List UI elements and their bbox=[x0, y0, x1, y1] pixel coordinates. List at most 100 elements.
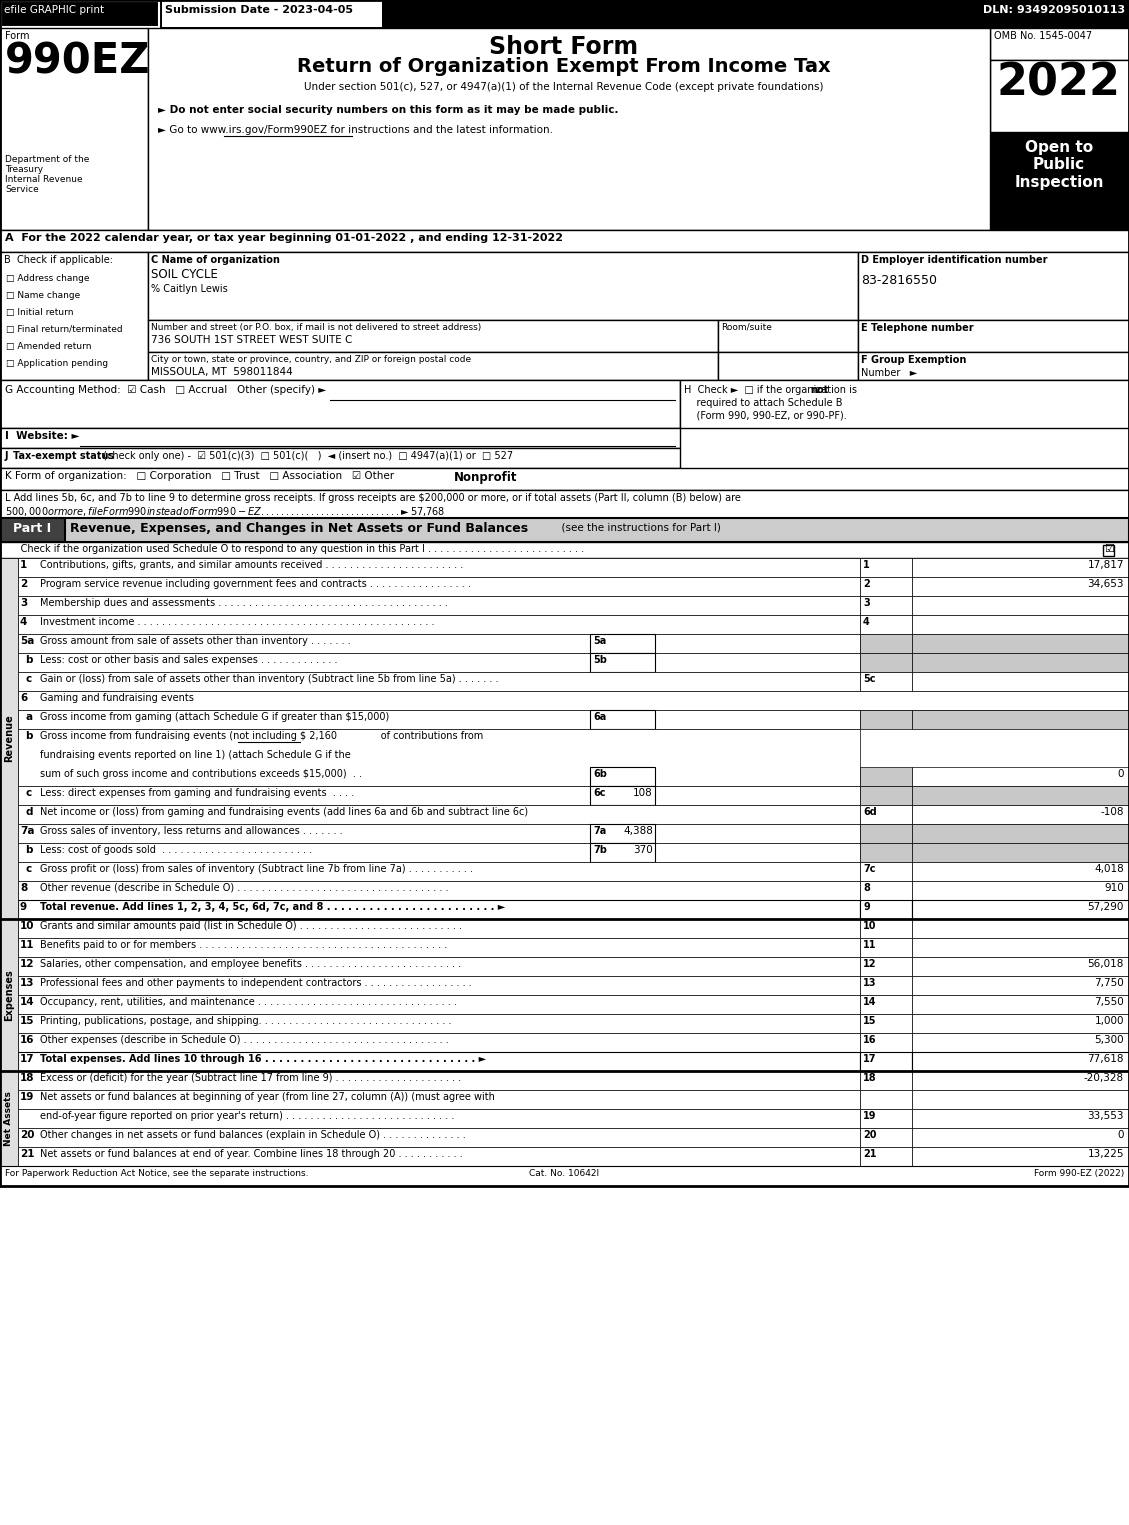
Bar bbox=[860, 862, 912, 881]
Text: 4: 4 bbox=[863, 618, 869, 627]
Bar bbox=[912, 1128, 1129, 1147]
Text: Net income or (loss) from gaming and fundraising events (add lines 6a and 6b and: Net income or (loss) from gaming and fun… bbox=[40, 807, 528, 817]
Bar bbox=[18, 711, 860, 729]
Bar bbox=[0, 429, 680, 448]
Text: a: a bbox=[25, 712, 32, 721]
Text: □ Name change: □ Name change bbox=[6, 291, 80, 300]
Bar bbox=[912, 634, 1129, 653]
Bar bbox=[860, 805, 912, 824]
Bar bbox=[18, 958, 860, 976]
Text: 5,300: 5,300 bbox=[1094, 1035, 1124, 1045]
Text: 14: 14 bbox=[20, 997, 35, 1006]
Bar bbox=[0, 380, 680, 429]
Bar bbox=[148, 252, 858, 320]
Text: 6b: 6b bbox=[593, 769, 607, 779]
Text: Form 990-EZ (2022): Form 990-EZ (2022) bbox=[1034, 1170, 1124, 1177]
Text: sum of such gross income and contributions exceeds $15,000)  . .: sum of such gross income and contributio… bbox=[40, 769, 362, 779]
Text: % Caitlyn Lewis: % Caitlyn Lewis bbox=[151, 284, 228, 294]
Text: 7,550: 7,550 bbox=[1094, 997, 1124, 1006]
Bar bbox=[161, 2, 382, 27]
Text: H  Check ►  □ if the organization is: H Check ► □ if the organization is bbox=[684, 384, 860, 395]
Bar bbox=[912, 1147, 1129, 1167]
Text: Membership dues and assessments . . . . . . . . . . . . . . . . . . . . . . . . : Membership dues and assessments . . . . … bbox=[40, 598, 448, 608]
Bar bbox=[860, 673, 912, 691]
Text: L Add lines 5b, 6c, and 7b to line 9 to determine gross receipts. If gross recei: L Add lines 5b, 6c, and 7b to line 9 to … bbox=[5, 493, 741, 503]
Bar bbox=[18, 634, 860, 653]
Text: c: c bbox=[25, 865, 32, 874]
Text: Gaming and fundraising events: Gaming and fundraising events bbox=[40, 692, 194, 703]
Text: 7c: 7c bbox=[863, 865, 875, 874]
Bar bbox=[18, 824, 860, 843]
Text: Net assets or fund balances at beginning of year (from line 27, column (A)) (mus: Net assets or fund balances at beginning… bbox=[40, 1092, 495, 1103]
Bar bbox=[990, 133, 1129, 230]
Bar bbox=[0, 490, 1129, 519]
Text: Gross profit or (loss) from sales of inventory (Subtract line 7b from line 7a) .: Gross profit or (loss) from sales of inv… bbox=[40, 865, 473, 874]
Bar bbox=[0, 541, 1129, 558]
Text: 4,018: 4,018 bbox=[1094, 865, 1124, 874]
Bar bbox=[912, 576, 1129, 596]
Text: 10: 10 bbox=[863, 921, 876, 930]
Bar bbox=[912, 958, 1129, 976]
Text: □ Application pending: □ Application pending bbox=[6, 358, 108, 368]
Text: Professional fees and other payments to independent contractors . . . . . . . . : Professional fees and other payments to … bbox=[40, 978, 472, 988]
Text: efile GRAPHIC print: efile GRAPHIC print bbox=[5, 5, 104, 15]
Text: C Name of organization: C Name of organization bbox=[151, 255, 280, 265]
Bar bbox=[18, 1090, 860, 1109]
Bar bbox=[912, 1032, 1129, 1052]
Text: 6d: 6d bbox=[863, 807, 877, 817]
Bar bbox=[912, 785, 1129, 805]
Text: J: J bbox=[5, 451, 12, 461]
Bar bbox=[860, 1147, 912, 1167]
Bar bbox=[718, 352, 858, 380]
Bar bbox=[860, 843, 912, 862]
Bar bbox=[912, 767, 1129, 785]
Text: Department of the: Department of the bbox=[5, 156, 89, 165]
Text: 17,817: 17,817 bbox=[1087, 560, 1124, 570]
Text: 990EZ: 990EZ bbox=[5, 41, 150, 82]
Bar bbox=[590, 767, 655, 785]
Text: ► Go to www.irs.gov/Form990EZ for instructions and the latest information.: ► Go to www.irs.gov/Form990EZ for instru… bbox=[158, 125, 553, 136]
Text: Number and street (or P.O. box, if mail is not delivered to street address): Number and street (or P.O. box, if mail … bbox=[151, 323, 481, 332]
Text: Internal Revenue: Internal Revenue bbox=[5, 175, 82, 185]
Text: 14: 14 bbox=[863, 997, 876, 1006]
Text: ☑: ☑ bbox=[1104, 544, 1114, 554]
Bar bbox=[860, 785, 912, 805]
Bar bbox=[912, 843, 1129, 862]
Text: 20: 20 bbox=[863, 1130, 876, 1141]
Bar bbox=[18, 938, 860, 958]
Bar bbox=[860, 558, 912, 576]
Bar bbox=[18, 596, 860, 615]
Text: Less: direct expenses from gaming and fundraising events  . . . .: Less: direct expenses from gaming and fu… bbox=[40, 788, 355, 798]
Text: Cat. No. 10642I: Cat. No. 10642I bbox=[530, 1170, 599, 1177]
Bar bbox=[590, 653, 655, 673]
Text: Gross income from gaming (attach Schedule G if greater than $15,000): Gross income from gaming (attach Schedul… bbox=[40, 712, 390, 721]
Text: 910: 910 bbox=[1104, 883, 1124, 894]
Bar bbox=[18, 920, 860, 938]
Text: Other revenue (describe in Schedule O) . . . . . . . . . . . . . . . . . . . . .: Other revenue (describe in Schedule O) .… bbox=[40, 883, 448, 894]
Bar bbox=[912, 805, 1129, 824]
Bar bbox=[18, 785, 860, 805]
Text: Gross sales of inventory, less returns and allowances . . . . . . .: Gross sales of inventory, less returns a… bbox=[40, 827, 342, 836]
Text: Less: cost of goods sold  . . . . . . . . . . . . . . . . . . . . . . . . .: Less: cost of goods sold . . . . . . . .… bbox=[40, 845, 312, 856]
Bar bbox=[860, 1052, 912, 1071]
Text: OMB No. 1545-0047: OMB No. 1545-0047 bbox=[994, 30, 1092, 41]
Text: -108: -108 bbox=[1101, 807, 1124, 817]
Text: 4,388: 4,388 bbox=[623, 827, 653, 836]
Bar bbox=[18, 576, 860, 596]
Text: 11: 11 bbox=[863, 939, 876, 950]
Text: A  For the 2022 calendar year, or tax year beginning 01-01-2022 , and ending 12-: A For the 2022 calendar year, or tax yea… bbox=[5, 233, 563, 242]
Bar bbox=[860, 1109, 912, 1128]
Text: Submission Date - 2023-04-05: Submission Date - 2023-04-05 bbox=[165, 5, 353, 15]
Text: 4: 4 bbox=[20, 618, 27, 627]
Bar bbox=[912, 1071, 1129, 1090]
Text: 56,018: 56,018 bbox=[1087, 959, 1124, 968]
Text: ► Do not enter social security numbers on this form as it may be made public.: ► Do not enter social security numbers o… bbox=[158, 105, 619, 114]
Bar bbox=[858, 252, 1129, 320]
Text: I  Website: ►: I Website: ► bbox=[5, 432, 79, 441]
Text: Net assets or fund balances at end of year. Combine lines 18 through 20 . . . . : Net assets or fund balances at end of ye… bbox=[40, 1148, 463, 1159]
Text: 13: 13 bbox=[863, 978, 876, 988]
Text: 57,290: 57,290 bbox=[1087, 901, 1124, 912]
Text: 15: 15 bbox=[863, 1016, 876, 1026]
Text: 1: 1 bbox=[863, 560, 869, 570]
Bar bbox=[18, 1052, 860, 1071]
